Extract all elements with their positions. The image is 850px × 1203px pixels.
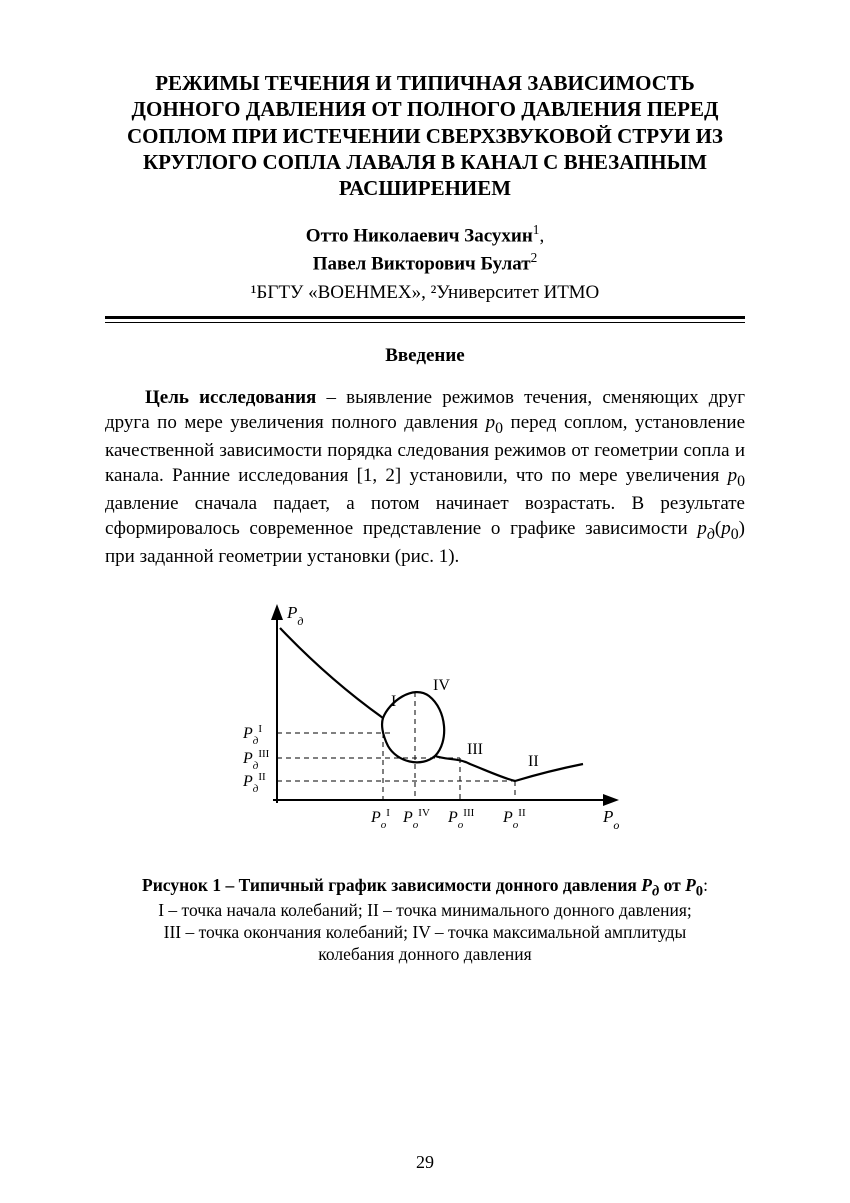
svg-text:III: III [467,741,483,758]
var-p0-3-sub: 0 [731,525,739,542]
var-pd: p [697,518,707,539]
figure-1: Pд Po PдIPдIIIPдII PoI PoIV PoIII PoII I IV I… [105,598,745,966]
roman-labels: IIVIIIII [391,677,539,770]
figure-1-svg: Pд Po PдIPдIIIPдII PoI PoIV PoIII PoII I IV I… [215,598,635,858]
y-tick-labels: PдIPдIIIPдII [242,723,270,795]
author-2: Павел Викторович Булат [313,254,531,275]
intro-paragraph: Цель исследования – выявление режимов те… [105,386,745,570]
svg-text:PoI: PoI [370,807,390,831]
affiliations: ¹БГТУ «ВОЕНМЕХ», ²Университет ИТМО [105,281,745,306]
author-2-sup: 2 [531,250,538,265]
cap-P0: P [685,875,696,895]
svg-text:I: I [391,693,396,710]
var-p0-2: p [728,465,738,486]
var-p0-2-sub: 0 [737,472,745,489]
cap-line2: I – точка начала колебаний; II – точка м… [158,900,692,920]
x-axis-label: Po [602,807,619,832]
svg-text:PoIII: PoIII [447,807,475,831]
title-divider [105,316,745,323]
y-axis-label: Pд [286,603,303,628]
cap-prefix: Рисунок 1 – Типичный график зависимости … [142,875,641,895]
authors-block: Отто Николаевич Засухин1, Павел Викторов… [105,221,745,277]
cap-from: от [659,875,685,895]
svg-text:IV: IV [433,677,450,694]
cap-P0-sub: 0 [696,883,703,899]
svg-text:PдI: PдI [242,723,262,747]
text-3: давление сначала падает, а потом начинае… [105,493,745,539]
page-number: 29 [0,1152,850,1173]
svg-text:PдIII: PдIII [242,748,270,772]
var-pd-sub: д [707,525,715,542]
var-p0-1-sub: 0 [495,419,503,436]
x-tick-labels: PoI PoIV PoIII PoII [370,807,526,831]
var-p0-1: p [486,412,496,433]
cap-line4: колебания донного давления [318,944,531,964]
lead-phrase: Цель исследования [145,387,316,408]
paper-title: РЕЖИМЫ ТЕЧЕНИЯ И ТИПИЧНАЯ ЗАВИСИМОСТЬ ДО… [105,70,745,201]
svg-text:II: II [528,753,539,770]
cap-line3: III – точка окончания колебаний; IV – то… [164,922,687,942]
figure-1-caption: Рисунок 1 – Типичный график зависимости … [105,875,745,966]
cap-Pd: P [641,875,652,895]
section-heading: Введение [105,345,745,367]
svg-text:PдII: PдII [242,771,266,795]
curve-tail-2 [515,764,583,781]
author-1: Отто Николаевич Засухин [306,226,533,247]
curve-descending [280,628,383,718]
svg-text:PoIV: PoIV [402,807,430,831]
cap-colon: : [703,875,708,895]
author-1-sup: 1 [533,222,540,237]
curve-tail-1 [435,756,515,781]
svg-text:PoII: PoII [502,807,526,831]
var-p0-3: p [721,518,731,539]
